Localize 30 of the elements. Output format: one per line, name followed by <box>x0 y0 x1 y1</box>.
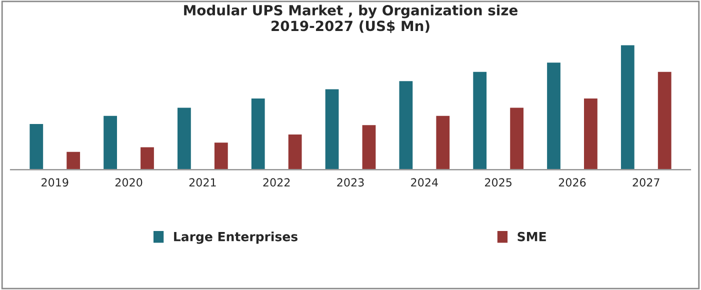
bar <box>139 146 156 170</box>
bar <box>620 44 636 170</box>
chart-title: Modular UPS Market , by Organization size 2019-2027 (US$ Mn) <box>184 4 518 33</box>
bar <box>324 88 340 170</box>
x-tick-label: 2022 <box>263 178 290 187</box>
bar <box>398 80 414 170</box>
bar <box>582 97 599 170</box>
x-tick-label: 2026 <box>558 178 586 187</box>
bar <box>656 70 673 170</box>
x-tick-label: 2023 <box>337 178 364 187</box>
x-tick-label: 2020 <box>115 178 142 187</box>
bar <box>102 114 118 170</box>
x-tick-label: 2019 <box>42 178 68 187</box>
bar <box>213 141 230 170</box>
bar <box>434 114 451 170</box>
bar <box>546 61 562 170</box>
bar <box>250 97 266 170</box>
bar <box>472 70 488 170</box>
bar <box>65 150 82 170</box>
bar <box>286 133 304 170</box>
x-tick-label: 2021 <box>189 178 216 187</box>
x-tick-label: 2025 <box>484 178 512 187</box>
x-tick-label: 2024 <box>411 178 438 187</box>
legend-label: SME <box>518 232 546 242</box>
legend-label: Large Enterprises <box>174 232 298 244</box>
bar <box>28 122 44 170</box>
bar <box>508 106 525 170</box>
x-tick-label: 2027 <box>632 178 660 187</box>
bar <box>360 124 378 170</box>
bar <box>176 106 192 170</box>
